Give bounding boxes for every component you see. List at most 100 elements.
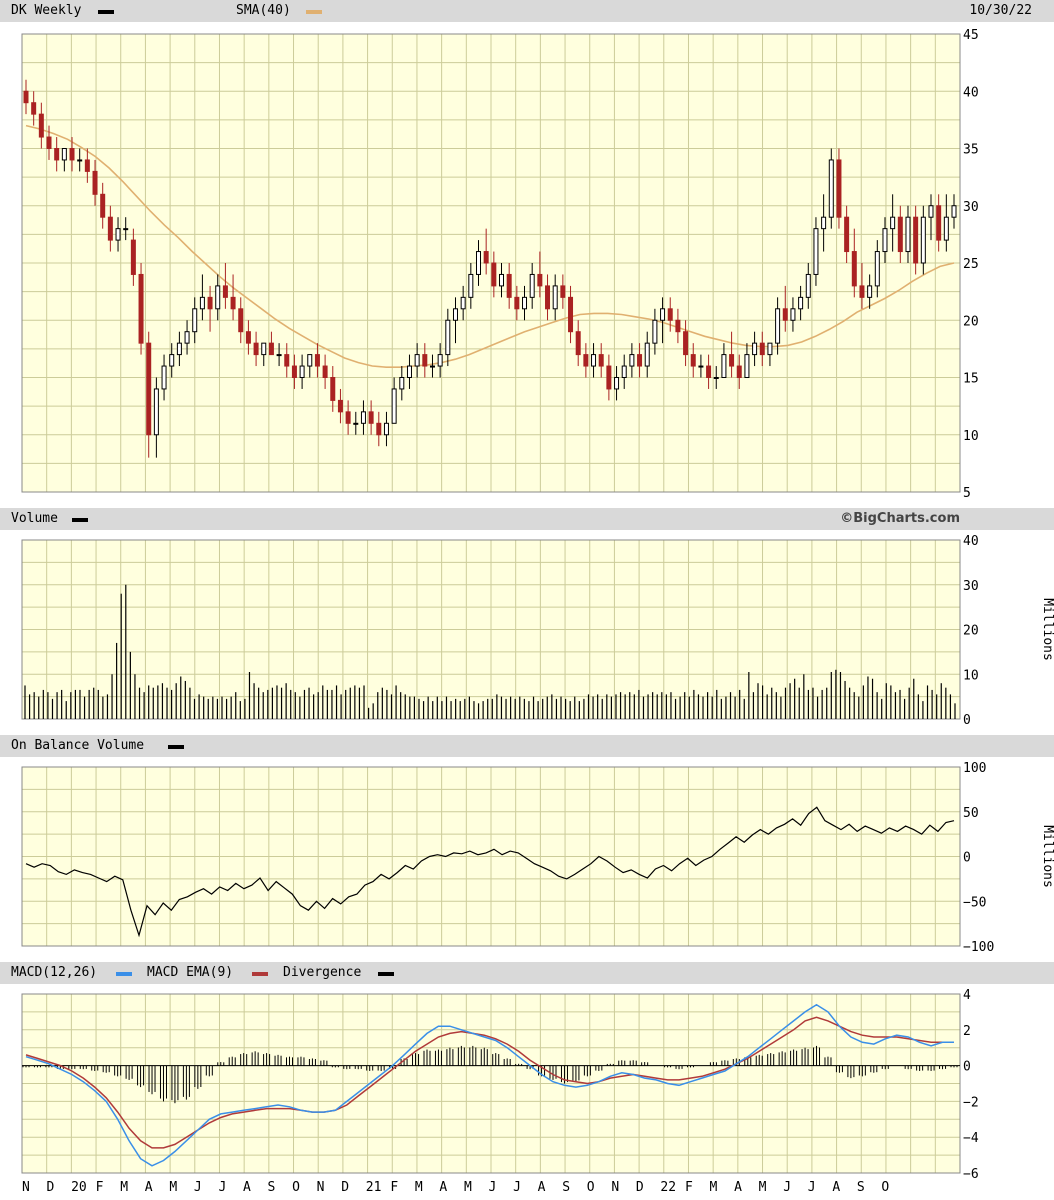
candle-body xyxy=(913,216,919,264)
candle-body xyxy=(276,354,282,357)
obv-ytick-label: −100 xyxy=(963,940,994,955)
candle-body xyxy=(245,331,251,344)
x-tick-label: 22 xyxy=(660,1180,676,1195)
x-tick-label: 21 xyxy=(366,1180,382,1195)
obv-unit-label: Millions xyxy=(1040,825,1054,888)
candle-body xyxy=(107,216,113,241)
price-ytick-label: 25 xyxy=(963,257,979,272)
candle-body xyxy=(821,216,827,230)
obv-line xyxy=(25,806,955,938)
candle-body xyxy=(752,342,758,356)
candle-body xyxy=(376,422,382,436)
candle-body xyxy=(583,354,589,367)
candle-body xyxy=(291,365,297,378)
candle-body xyxy=(299,365,305,378)
candle-body xyxy=(222,285,228,298)
x-tick-label: A xyxy=(439,1180,447,1195)
x-tick-label: A xyxy=(734,1180,742,1195)
obv-swatch xyxy=(168,745,184,749)
candle-body xyxy=(514,296,520,310)
candle-body xyxy=(813,228,819,275)
candle-body xyxy=(920,216,926,264)
candle-body xyxy=(69,148,75,161)
candle-body xyxy=(437,354,443,367)
price-ytick-label: 45 xyxy=(963,28,979,43)
candle-body xyxy=(836,159,842,218)
macd-panel: −6 −4 −2 0 2 4 xyxy=(21,988,979,1182)
candle-body xyxy=(790,308,796,321)
candle-body xyxy=(330,377,336,401)
candle-body xyxy=(621,365,627,378)
volume-label: Volume xyxy=(11,511,58,526)
candle-body xyxy=(192,308,198,333)
macd-ytick-label: −2 xyxy=(963,1095,979,1110)
candle-body xyxy=(475,251,481,275)
volume-ytick-label: 30 xyxy=(963,579,979,594)
x-tick-label: N xyxy=(317,1180,325,1195)
sma-swatch xyxy=(306,10,322,14)
volume-swatch xyxy=(72,518,88,522)
obv-ytick-label: 0 xyxy=(963,851,971,866)
candle-body xyxy=(943,216,949,241)
candle-body xyxy=(199,296,205,310)
price-frame xyxy=(21,33,961,493)
candle-body xyxy=(667,308,673,321)
candle-body xyxy=(176,342,182,356)
obv-ytick-label: 100 xyxy=(963,761,986,776)
candle-body xyxy=(31,102,37,115)
divergence-swatch xyxy=(378,972,394,976)
price-ytick-label: 20 xyxy=(963,314,979,329)
candle-body xyxy=(874,251,880,287)
candle-body xyxy=(238,308,244,333)
candle-body xyxy=(383,422,389,436)
x-tick-label: M xyxy=(464,1180,472,1195)
candle-body xyxy=(429,365,435,368)
candle-body xyxy=(606,365,612,390)
candle-body xyxy=(721,354,727,379)
x-tick-label: D xyxy=(341,1180,349,1195)
candle-body xyxy=(644,342,650,367)
x-tick-label: J xyxy=(489,1180,497,1195)
candle-body xyxy=(445,319,451,356)
candle-body xyxy=(23,90,29,104)
volume-ytick-label: 10 xyxy=(963,668,979,683)
x-tick-label: S xyxy=(562,1180,570,1195)
macd-ytick-label: 4 xyxy=(963,988,971,1003)
obv-ytick-label: 50 xyxy=(963,806,979,821)
volume-ytick-label: 40 xyxy=(963,534,979,549)
candle-body xyxy=(345,411,351,424)
candle-body xyxy=(169,354,175,367)
candle-body xyxy=(123,228,129,231)
candle-body xyxy=(499,273,505,287)
x-tick-label: O xyxy=(587,1180,595,1195)
candle-body xyxy=(138,273,144,344)
ticker-swatch xyxy=(98,10,114,14)
candle-body xyxy=(207,296,213,310)
candle-body xyxy=(851,251,857,287)
candle-body xyxy=(591,354,597,367)
candle-body xyxy=(360,411,366,424)
candle-body xyxy=(115,228,121,241)
candle-body xyxy=(391,388,397,424)
candle-body xyxy=(184,331,190,344)
candle-body xyxy=(506,273,512,298)
candle-body xyxy=(805,273,811,298)
volume-panel: 0 10 20 30 40 Millions xyxy=(21,534,1054,728)
candle-body xyxy=(782,308,788,321)
candle-body xyxy=(675,319,681,333)
x-tick-label: J xyxy=(194,1180,202,1195)
candle-body xyxy=(575,331,581,356)
candle-body xyxy=(652,319,658,344)
macd-ema-line xyxy=(25,1016,954,1149)
macd-line xyxy=(25,1003,954,1167)
price-ytick-label: 40 xyxy=(963,85,979,100)
price-panel: 5 10 15 20 25 30 35 40 45 xyxy=(21,28,979,501)
candle-body xyxy=(537,273,543,287)
candle-body xyxy=(161,365,167,390)
candle-body xyxy=(775,308,781,344)
candle-body xyxy=(92,170,98,195)
candle-body xyxy=(230,296,236,310)
candle-body xyxy=(568,296,574,333)
x-tick-label: M xyxy=(120,1180,128,1195)
